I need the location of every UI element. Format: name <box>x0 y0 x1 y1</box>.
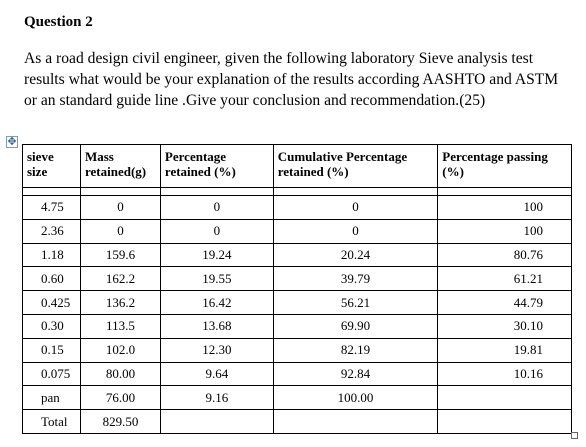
cell-cumulative-percentage: 20.24 <box>272 242 439 268</box>
table-resize-handle[interactable] <box>571 432 578 439</box>
table-row: pan 76.00 9.16 100.00 <box>22 385 572 411</box>
cell-percentage-passing: 30.10 <box>437 313 572 339</box>
table-row: 0.075 80.00 9.64 92.84 10.16 <box>22 361 572 387</box>
table-row: 0.425 136.2 16.42 56.21 44.79 <box>22 290 572 315</box>
cell-percentage-passing <box>437 409 572 434</box>
header-sieve-size: sieve size <box>22 144 81 188</box>
cell-sieve-size: 0.60 <box>22 266 81 292</box>
header-mass-retained: Mass retained(g) <box>79 144 161 188</box>
cell-percentage-retained: 19.24 <box>159 242 274 268</box>
table-row: 2.36 0 0 0 100 <box>22 218 572 244</box>
cell-percentage-passing: 19.81 <box>437 337 572 363</box>
move-crosshair-icon: ✥ <box>7 135 17 148</box>
cell-percentage-passing: 100 <box>437 218 572 244</box>
cell-percentage-retained: 13.68 <box>159 313 274 339</box>
cell-percentage-retained: 16.42 <box>159 290 274 315</box>
cell-sieve-size: 4.75 <box>22 195 81 220</box>
cell-cumulative-percentage: 92.84 <box>272 361 439 387</box>
cell-percentage-passing: 80.76 <box>437 242 572 268</box>
header-cumulative-percentage: Cumulative Percentage retained (%) <box>272 144 439 188</box>
table-row: Total 829.50 <box>22 409 572 434</box>
table-row: 0.30 113.5 13.68 69.90 30.10 <box>22 313 572 339</box>
cell-cumulative-percentage: 100.00 <box>272 385 439 411</box>
cell-cumulative-percentage: 82.19 <box>272 337 439 363</box>
table-row: 1.18 159.6 19.24 20.24 80.76 <box>22 242 572 268</box>
cell-sieve-size: 1.18 <box>22 242 81 268</box>
cell-mass-retained: 136.2 <box>79 290 161 315</box>
cell-mass-retained: 102.0 <box>79 337 161 363</box>
table-row: 0.60 162.2 19.55 39.79 61.21 <box>22 266 572 292</box>
cell-sieve-size: 0.15 <box>22 337 81 363</box>
cell-percentage-retained: 19.55 <box>159 266 274 292</box>
cell-percentage-retained: 12.30 <box>159 337 274 363</box>
cell-percentage-retained: 0 <box>159 195 274 220</box>
table-header-row: sieve size Mass retained(g) Percentage r… <box>22 144 572 188</box>
cell-percentage-passing: 10.16 <box>437 361 572 387</box>
cell-sieve-size: pan <box>22 385 81 411</box>
cell-sieve-size: 0.075 <box>22 361 81 387</box>
cell-mass-retained: 0 <box>79 218 161 244</box>
header-percentage-retained: Percentage retained (%) <box>159 144 274 188</box>
cell-mass-retained: 76.00 <box>79 385 161 411</box>
cell-cumulative-percentage: 39.79 <box>272 266 439 292</box>
cell-cumulative-percentage: 0 <box>272 195 439 220</box>
table-row: 0.15 102.0 12.30 82.19 19.81 <box>22 337 572 363</box>
question-prompt: As a road design civil engineer, given t… <box>24 50 559 109</box>
cell-percentage-passing: 100 <box>437 195 572 220</box>
question-heading: Question 2 <box>24 14 93 30</box>
sieve-analysis-table: sieve size Mass retained(g) Percentage r… <box>22 144 572 434</box>
cell-mass-retained: 80.00 <box>79 361 161 387</box>
cell-percentage-retained <box>159 409 274 434</box>
cell-mass-retained: 113.5 <box>79 313 161 339</box>
cell-percentage-retained: 9.16 <box>159 385 274 411</box>
cell-mass-retained: 0 <box>79 195 161 220</box>
cell-percentage-passing: 44.79 <box>437 290 572 315</box>
table-spacer-row <box>22 187 572 196</box>
table-move-handle[interactable]: ✥ <box>6 136 18 148</box>
cell-sieve-size: Total <box>22 409 81 434</box>
cell-mass-retained: 162.2 <box>79 266 161 292</box>
cell-mass-retained: 829.50 <box>79 409 161 434</box>
cell-sieve-size: 0.425 <box>22 290 81 315</box>
cell-cumulative-percentage: 69.90 <box>272 313 439 339</box>
table-row: 4.75 0 0 0 100 <box>22 195 572 220</box>
header-percentage-passing: Percentage passing (%) <box>437 144 572 188</box>
cell-cumulative-percentage: 0 <box>272 218 439 244</box>
cell-sieve-size: 2.36 <box>22 218 81 244</box>
cell-percentage-passing: 61.21 <box>437 266 572 292</box>
cell-percentage-retained: 9.64 <box>159 361 274 387</box>
cell-mass-retained: 159.6 <box>79 242 161 268</box>
cell-percentage-passing <box>437 385 572 411</box>
cell-percentage-retained: 0 <box>159 218 274 244</box>
cell-sieve-size: 0.30 <box>22 313 81 339</box>
cell-cumulative-percentage <box>272 409 439 434</box>
cell-cumulative-percentage: 56.21 <box>272 290 439 315</box>
